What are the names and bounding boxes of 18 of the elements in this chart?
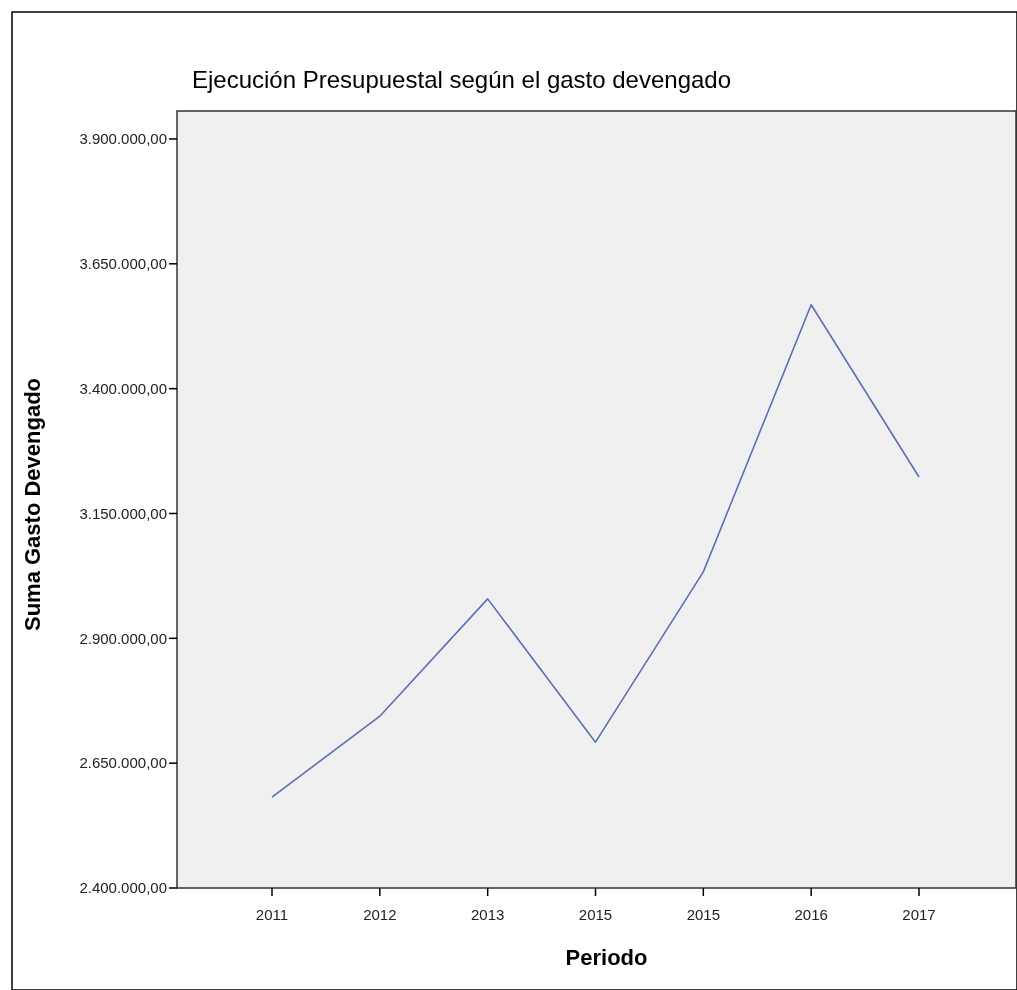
x-tick-label: 2016 <box>794 906 828 923</box>
y-tick-label: 3.650.000,00 <box>79 255 167 273</box>
x-tick-label: 2013 <box>470 906 505 923</box>
line-series <box>271 303 920 798</box>
x-tick-label: 2017 <box>902 906 936 923</box>
y-tick-label: 3.900.000,00 <box>79 130 167 148</box>
x-tick-label: 2015 <box>686 906 721 923</box>
x-tick-label: 2011 <box>255 906 289 923</box>
y-tick-label: 3.400.000,00 <box>79 379 167 397</box>
y-axis-title: Suma Gasto Devengado <box>20 377 45 632</box>
y-tick-label: 2.400.000,00 <box>79 879 167 897</box>
y-tick-label: 2.650.000,00 <box>79 754 167 772</box>
y-tick-label: 3.150.000,00 <box>79 504 167 522</box>
x-tick-label: 2015 <box>578 906 613 923</box>
x-tick-label: 2012 <box>363 906 397 923</box>
chart-title: Ejecución Presupuestal según el gasto devengado <box>192 66 732 93</box>
y-tick-label: 2.900.000,00 <box>79 629 167 647</box>
x-axis-title: Periodo <box>565 945 648 970</box>
